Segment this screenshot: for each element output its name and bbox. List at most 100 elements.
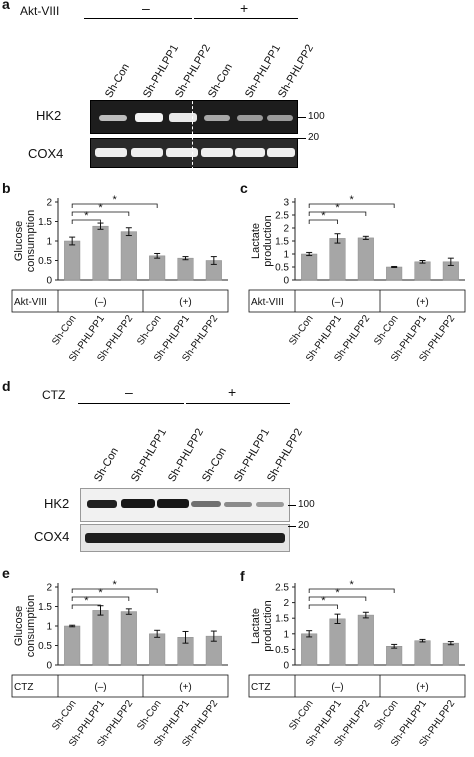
significance-bracket: [308, 596, 367, 601]
treatment-box: [11, 674, 229, 698]
plus-group-line: [186, 403, 290, 404]
band: [99, 115, 127, 121]
row-label-hk2: HK2: [44, 496, 70, 511]
y-tick-label: 2.5: [275, 583, 289, 594]
y-tick-label: 1: [283, 629, 289, 640]
marker-100: 100: [308, 111, 325, 122]
marker-tick: [298, 117, 306, 118]
panel-label-c: c: [240, 180, 248, 196]
treatment-box: [248, 289, 466, 313]
category-label: Sh-Con: [50, 698, 78, 732]
y-axis-label-line: Glucose: [13, 606, 25, 646]
marker-20: 20: [298, 520, 310, 531]
category-label: Sh-Con: [50, 313, 78, 347]
y-tick-label: 1: [46, 622, 52, 633]
significance-bracket: [71, 219, 101, 224]
y-axis-label-line: production: [262, 600, 274, 651]
significance-star: *: [335, 202, 340, 214]
marker-tick: [288, 505, 296, 506]
marker-tick: [288, 526, 296, 527]
treatment-label: Akt-VIII: [14, 297, 47, 308]
minus-sign: –: [142, 0, 150, 16]
band: [267, 148, 295, 157]
group-label: (–): [94, 297, 106, 308]
band: [224, 502, 252, 507]
y-tick-label: 1.5: [38, 602, 52, 613]
treatment-box: [11, 289, 229, 313]
group-label: (–): [331, 682, 343, 693]
bar: [149, 255, 166, 281]
y-tick-label: 1.5: [275, 614, 289, 625]
cox4-blot: [80, 524, 290, 552]
band: [87, 500, 117, 508]
hk2-blot: [90, 100, 298, 134]
y-axis-label: Glucoseconsumption: [13, 210, 37, 272]
row-label-hk2: HK2: [36, 108, 62, 123]
panel-label-e: e: [2, 565, 10, 581]
marker-20: 20: [308, 132, 320, 143]
significance-bracket: [308, 588, 395, 593]
lane-divider: [192, 96, 193, 170]
lane-label: Sh-Con: [206, 61, 236, 100]
treatment-label: Akt-VIII: [251, 297, 284, 308]
minus-group-line: [78, 403, 184, 404]
significance-star: *: [84, 595, 89, 607]
lane-label: Sh-Con: [92, 445, 122, 484]
y-tick-label: 0: [46, 276, 52, 287]
band: [121, 499, 155, 508]
significance-bracket: [308, 211, 367, 216]
plus-group-line: [194, 18, 298, 19]
lane-label: Sh-PHLPP2: [276, 42, 317, 100]
y-tick-label: 2.5: [275, 211, 289, 222]
significance-star: *: [98, 587, 103, 599]
y-axis-label-line: Lactate: [250, 608, 262, 644]
band: [204, 115, 230, 121]
category-label: Sh-Con: [372, 698, 400, 732]
bar: [357, 237, 374, 281]
y-tick-label: 0.5: [275, 645, 289, 656]
y-axis-label: Lactateproduction: [250, 215, 274, 266]
bar: [329, 238, 346, 281]
band: [201, 148, 233, 157]
category-label: Sh-Con: [372, 313, 400, 347]
minus-group-line: [84, 18, 192, 19]
significance-star: *: [335, 587, 340, 599]
y-axis-label-line: production: [262, 215, 274, 266]
significance-bracket: [71, 588, 158, 593]
significance-star: *: [98, 202, 103, 214]
treatment-label: CTZ: [42, 388, 66, 402]
y-tick-label: 0.5: [275, 263, 289, 274]
bar: [120, 611, 137, 666]
bar: [301, 253, 318, 281]
y-axis-label-line: consumption: [25, 210, 37, 272]
band: [157, 499, 189, 508]
panel-label-d: d: [2, 378, 11, 394]
plus-sign: +: [228, 384, 237, 400]
bar: [386, 646, 403, 666]
significance-star: *: [321, 595, 326, 607]
bar: [329, 618, 346, 666]
group-label: (+): [179, 682, 192, 693]
significance-star: *: [350, 194, 355, 206]
band: [169, 113, 197, 122]
panel-label-f: f: [240, 568, 245, 584]
group-label: (+): [179, 297, 192, 308]
row-label-cox4: COX4: [34, 529, 70, 544]
y-tick-label: 2: [46, 583, 52, 594]
category-label: Sh-Con: [135, 313, 163, 347]
significance-star: *: [113, 194, 118, 206]
significance-star: *: [321, 210, 326, 222]
band: [166, 148, 198, 157]
chart-f: Lactateproduction 0 0.5 1 1.5 2 2.5 * * * CTZ (–) (+…: [248, 579, 466, 749]
bar: [301, 633, 318, 666]
y-tick-label: 3: [283, 198, 289, 209]
lane-label: Sh-PHLPP1: [129, 426, 170, 484]
significance-bracket: [308, 219, 338, 224]
y-tick-label: 0: [283, 276, 289, 287]
y-tick-label: 0: [46, 661, 52, 672]
significance-star: *: [350, 579, 355, 591]
group-label: (+): [416, 682, 429, 693]
y-axis-label: Glucoseconsumption: [13, 595, 37, 657]
minus-sign: –: [125, 384, 133, 400]
group-label: (–): [94, 682, 106, 693]
